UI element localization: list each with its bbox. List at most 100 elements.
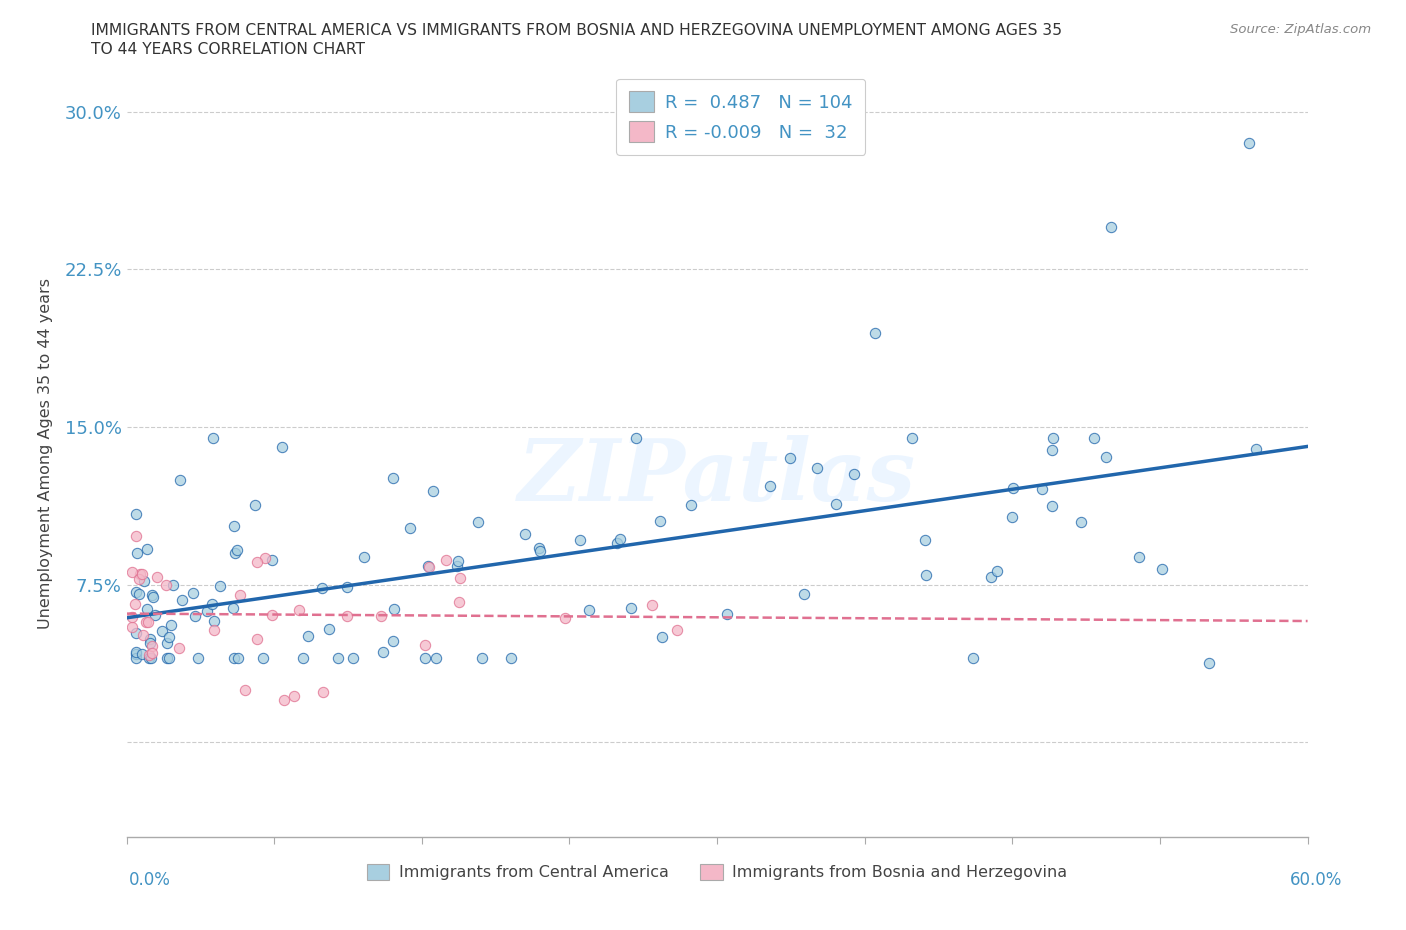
Point: [986, 564, 1008, 578]
Point: [342, 651, 364, 666]
Point: [449, 570, 471, 585]
Point: [311, 580, 333, 595]
Point: [124, 597, 146, 612]
Point: [233, 683, 256, 698]
Point: [1128, 550, 1150, 565]
Point: [162, 578, 184, 592]
Point: [128, 587, 150, 602]
Point: [260, 552, 283, 567]
Point: [121, 565, 143, 579]
Point: [901, 431, 924, 445]
Point: [170, 592, 193, 607]
Point: [842, 466, 865, 481]
Point: [224, 651, 246, 666]
Point: [131, 566, 153, 581]
Point: [159, 618, 181, 632]
Point: [370, 609, 392, 624]
Point: [1198, 655, 1220, 670]
Point: [291, 651, 314, 666]
Point: [425, 651, 447, 666]
Point: [471, 651, 494, 666]
Point: [416, 559, 439, 574]
Point: [246, 632, 269, 647]
Point: [413, 637, 436, 652]
Point: [373, 644, 395, 659]
Point: [382, 633, 405, 648]
Point: [226, 651, 249, 666]
Point: [666, 623, 689, 638]
Point: [446, 559, 468, 574]
Point: [447, 553, 470, 568]
Point: [1099, 220, 1122, 235]
Legend: Immigrants from Central America, Immigrants from Bosnia and Herzegovina: Immigrants from Central America, Immigra…: [360, 857, 1074, 886]
Point: [125, 507, 148, 522]
Point: [415, 651, 437, 666]
Point: [501, 651, 523, 666]
Point: [187, 651, 209, 666]
Point: [169, 473, 191, 488]
Point: [195, 604, 218, 618]
Point: [914, 567, 936, 582]
Text: TO 44 YEARS CORRELATION CHART: TO 44 YEARS CORRELATION CHART: [91, 42, 366, 57]
Point: [167, 640, 190, 655]
Point: [150, 623, 173, 638]
Point: [141, 645, 163, 660]
Point: [434, 552, 457, 567]
Point: [156, 651, 179, 666]
Point: [335, 609, 357, 624]
Point: [606, 536, 628, 551]
Point: [1040, 498, 1063, 513]
Point: [125, 646, 148, 661]
Point: [125, 585, 148, 600]
Point: [202, 622, 225, 637]
Point: [221, 601, 243, 616]
Point: [980, 569, 1002, 584]
Point: [271, 440, 294, 455]
Point: [134, 573, 156, 588]
Point: [1001, 481, 1024, 496]
Point: [527, 541, 550, 556]
Point: [353, 550, 375, 565]
Point: [287, 603, 309, 618]
Point: [297, 629, 319, 644]
Point: [183, 585, 205, 600]
Point: [568, 533, 591, 548]
Point: [651, 630, 673, 644]
Point: [1040, 442, 1063, 457]
Point: [121, 609, 143, 624]
Text: ZIPatlas: ZIPatlas: [517, 434, 917, 518]
Point: [914, 532, 936, 547]
Point: [1031, 482, 1053, 497]
Point: [1244, 442, 1267, 457]
Point: [224, 518, 246, 533]
Point: [624, 431, 647, 445]
Point: [326, 651, 349, 666]
Point: [201, 597, 224, 612]
Point: [131, 646, 153, 661]
Point: [449, 594, 471, 609]
Point: [156, 635, 179, 650]
Point: [399, 520, 422, 535]
Point: [529, 544, 551, 559]
Point: [229, 587, 252, 602]
Point: [262, 607, 284, 622]
Point: [253, 551, 276, 565]
Point: [246, 554, 269, 569]
Point: [716, 607, 738, 622]
Point: [252, 651, 274, 666]
Point: [135, 602, 157, 617]
Point: [135, 541, 157, 556]
Point: [243, 498, 266, 512]
Point: [609, 531, 631, 546]
Point: [273, 693, 295, 708]
Point: [125, 529, 148, 544]
Point: [513, 526, 536, 541]
Point: [143, 607, 166, 622]
Point: [758, 479, 780, 494]
Point: [202, 614, 225, 629]
Point: [1237, 136, 1260, 151]
Point: [128, 572, 150, 587]
Point: [825, 497, 848, 512]
Point: [125, 625, 148, 640]
Point: [142, 590, 165, 604]
